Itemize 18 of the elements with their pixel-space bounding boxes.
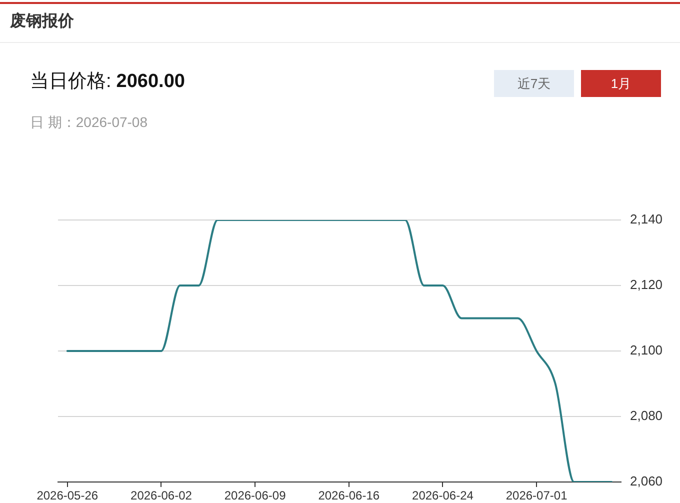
x-tick-label: 2026-06-02 (130, 488, 192, 503)
y-tick-label: 2,060 (630, 474, 663, 489)
text: 日 期：2026-07-08 (30, 113, 148, 131)
x-tick-label: 2026-06-09 (224, 488, 286, 503)
x-tick-label: 2026-06-16 (318, 488, 380, 503)
x-tick-label: 2026-05-26 (36, 488, 98, 503)
button: 1月 (581, 70, 661, 97)
x-tick-label: 2026-06-24 (412, 488, 474, 503)
button: 近7天 (494, 70, 574, 97)
text: 当日价格: (30, 71, 112, 92)
y-tick-label: 2,120 (630, 277, 663, 292)
y-tick-label: 2,140 (630, 212, 663, 227)
x-tick-label: 2026-07-01 (506, 488, 568, 503)
y-tick-label: 2,080 (630, 408, 663, 424)
y-tick-label: 2,100 (630, 342, 663, 358)
chart-title: 废钢报价 (10, 12, 74, 32)
text: 2060.00 (116, 71, 185, 92)
line-series (66, 220, 613, 482)
